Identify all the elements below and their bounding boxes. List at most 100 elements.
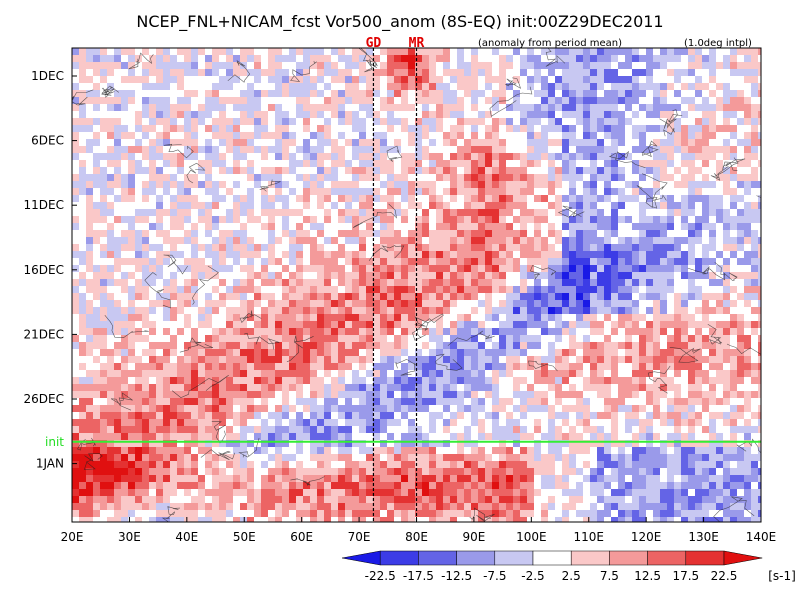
field-cell (408, 279, 416, 287)
field-cell (485, 230, 493, 238)
field-cell (219, 272, 227, 280)
field-cell (499, 272, 507, 280)
field-cell (548, 314, 556, 322)
field-cell (681, 153, 689, 161)
field-cell (415, 258, 423, 266)
field-cell (135, 251, 143, 259)
field-cell (282, 104, 290, 112)
field-cell (443, 300, 451, 308)
field-cell (604, 146, 612, 154)
field-cell (485, 293, 493, 301)
field-cell (394, 132, 402, 140)
field-cell (464, 76, 472, 84)
field-cell (261, 307, 269, 315)
field-cell (436, 160, 444, 168)
field-cell (408, 244, 416, 252)
field-cell (667, 251, 675, 259)
field-cell (261, 48, 269, 56)
field-cell (520, 209, 528, 217)
field-cell (541, 83, 549, 91)
field-cell (142, 363, 150, 371)
field-cell (478, 188, 486, 196)
field-cell (618, 97, 626, 105)
field-cell (380, 104, 388, 112)
field-cell (611, 230, 619, 238)
field-cell (107, 167, 115, 175)
field-cell (142, 69, 150, 77)
field-cell (695, 300, 703, 308)
field-cell (541, 132, 549, 140)
field-cell (401, 111, 409, 119)
field-cell (660, 167, 668, 175)
field-cell (156, 153, 164, 161)
field-cell (492, 384, 500, 392)
field-cell (709, 48, 717, 56)
field-cell (408, 139, 416, 147)
field-cell (128, 398, 136, 406)
field-cell (338, 223, 346, 231)
field-cell (142, 146, 150, 154)
field-cell (247, 174, 255, 182)
field-cell (632, 314, 640, 322)
field-cell (114, 384, 122, 392)
field-cell (198, 244, 206, 252)
field-cell (205, 111, 213, 119)
field-cell (611, 356, 619, 364)
field-cell (415, 132, 423, 140)
field-cell (639, 48, 647, 56)
field-cell (562, 125, 570, 133)
field-cell (499, 62, 507, 70)
field-cell (457, 111, 465, 119)
field-cell (240, 153, 248, 161)
field-cell (569, 265, 577, 273)
field-cell (331, 174, 339, 182)
field-cell (576, 83, 584, 91)
field-cell (331, 265, 339, 273)
field-cell (100, 139, 108, 147)
field-cell (632, 55, 640, 63)
field-cell (247, 265, 255, 273)
field-cell (681, 349, 689, 357)
field-cell (485, 216, 493, 224)
field-cell (534, 286, 542, 294)
field-cell (107, 300, 115, 308)
field-cell (611, 160, 619, 168)
field-cell (429, 146, 437, 154)
field-cell (478, 237, 486, 245)
field-cell (289, 391, 297, 399)
field-cell (387, 195, 395, 203)
field-cell (345, 293, 353, 301)
field-cell (191, 223, 199, 231)
field-cell (569, 300, 577, 308)
field-cell (394, 202, 402, 210)
field-cell (744, 216, 752, 224)
field-cell (527, 321, 535, 329)
field-cell (744, 146, 752, 154)
field-cell (737, 76, 745, 84)
field-cell (709, 279, 717, 287)
field-cell (212, 83, 220, 91)
field-cell (401, 314, 409, 322)
field-cell (93, 356, 101, 364)
field-cell (576, 132, 584, 140)
field-cell (219, 90, 227, 98)
field-cell (730, 279, 738, 287)
field-cell (114, 272, 122, 280)
field-cell (639, 55, 647, 63)
field-cell (737, 195, 745, 203)
field-cell (135, 195, 143, 203)
field-cell (219, 384, 227, 392)
field-cell (352, 90, 360, 98)
field-cell (268, 293, 276, 301)
field-cell (415, 391, 423, 399)
field-cell (359, 223, 367, 231)
field-cell (716, 167, 724, 175)
field-cell (387, 286, 395, 294)
field-cell (408, 83, 416, 91)
field-cell (93, 321, 101, 329)
field-cell (303, 342, 311, 350)
field-cell (639, 132, 647, 140)
field-cell (135, 111, 143, 119)
field-cell (408, 237, 416, 245)
field-cell (443, 370, 451, 378)
